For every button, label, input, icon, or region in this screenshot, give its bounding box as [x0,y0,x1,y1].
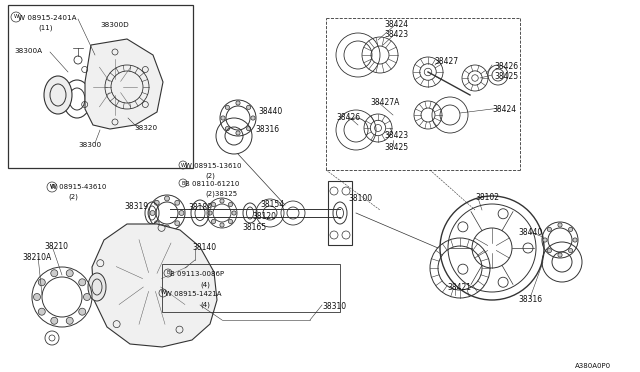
Circle shape [51,270,58,277]
Text: A380A0P0: A380A0P0 [575,363,611,369]
Text: 38424: 38424 [492,105,516,114]
Circle shape [547,248,552,253]
Circle shape [221,116,225,120]
Text: 38319: 38319 [124,202,148,211]
Circle shape [558,253,562,257]
Text: W 08915-13610: W 08915-13610 [185,163,241,169]
Text: 38140: 38140 [192,243,216,252]
Text: 38423: 38423 [384,30,408,39]
Text: B 09113-0086P: B 09113-0086P [170,271,224,277]
Circle shape [208,211,212,215]
Circle shape [79,279,86,286]
Circle shape [83,294,90,301]
Circle shape [220,223,224,227]
Text: 38300: 38300 [78,142,101,148]
Circle shape [66,317,73,324]
Text: (2): (2) [68,193,78,199]
Text: W 08915-2401A: W 08915-2401A [18,15,77,21]
Bar [8,5,193,168]
Text: 38426: 38426 [336,113,360,122]
Circle shape [220,199,224,203]
Circle shape [175,200,180,205]
Circle shape [154,200,159,205]
Circle shape [66,270,73,277]
Text: 38316: 38316 [518,295,542,304]
Text: W: W [49,184,54,189]
Text: (2): (2) [205,172,215,179]
Text: W: W [180,163,186,167]
Text: (11): (11) [38,24,52,31]
Text: (2)38125: (2)38125 [205,190,237,196]
Text: 38120: 38120 [252,212,276,221]
Circle shape [573,238,577,242]
Circle shape [51,317,58,324]
Bar [328,181,352,245]
Text: 38440: 38440 [258,107,282,116]
Ellipse shape [88,273,106,301]
Circle shape [236,101,240,105]
Text: 38424: 38424 [384,20,408,29]
Text: B: B [181,180,185,186]
Circle shape [38,308,45,315]
Text: 38154: 38154 [260,200,284,209]
Circle shape [164,196,170,201]
Polygon shape [85,39,163,129]
Text: 38100: 38100 [348,194,372,203]
Circle shape [232,211,236,215]
Text: 38165: 38165 [242,223,266,232]
Text: 38210A: 38210A [22,253,51,262]
Text: B: B [166,270,170,276]
Circle shape [543,238,547,242]
Text: 38427: 38427 [434,57,458,66]
Circle shape [211,219,216,224]
Circle shape [251,116,255,120]
Text: W: W [161,291,165,295]
Text: 38425: 38425 [384,143,408,152]
Text: 38310: 38310 [322,302,346,311]
Text: 38316: 38316 [255,125,279,134]
Text: 38210: 38210 [44,242,68,251]
Text: 38189: 38189 [188,203,212,212]
Text: W 08915-1421A: W 08915-1421A [165,291,221,297]
Circle shape [211,202,216,206]
Circle shape [236,131,240,135]
Circle shape [558,223,562,227]
Polygon shape [92,224,217,347]
Circle shape [568,248,573,253]
Bar [162,264,340,312]
Circle shape [154,221,159,226]
Text: 38427A: 38427A [370,98,399,107]
Circle shape [179,211,184,215]
Text: 38421: 38421 [447,283,471,292]
Circle shape [33,294,40,301]
Circle shape [79,308,86,315]
Text: 38102: 38102 [475,193,499,202]
Circle shape [228,202,232,206]
Circle shape [175,221,180,226]
Text: W: W [13,14,19,19]
Circle shape [225,126,230,131]
Text: B 08110-61210: B 08110-61210 [185,181,239,187]
Text: 38300D: 38300D [100,22,129,28]
Text: (4): (4) [200,301,210,308]
Circle shape [547,227,552,231]
Circle shape [246,105,251,109]
Circle shape [228,219,232,224]
Text: 38440: 38440 [518,228,542,237]
Circle shape [150,211,155,215]
Text: 38320: 38320 [134,125,157,131]
Circle shape [246,126,251,131]
Text: 38425: 38425 [494,72,518,81]
Text: W 08915-43610: W 08915-43610 [50,184,106,190]
Circle shape [164,225,170,230]
Circle shape [38,279,45,286]
Text: (4): (4) [200,281,210,288]
Ellipse shape [44,76,72,114]
Circle shape [225,105,230,109]
Circle shape [568,227,573,231]
Text: 38426: 38426 [494,62,518,71]
Text: 38423: 38423 [384,131,408,140]
Text: 38300A: 38300A [14,48,42,54]
